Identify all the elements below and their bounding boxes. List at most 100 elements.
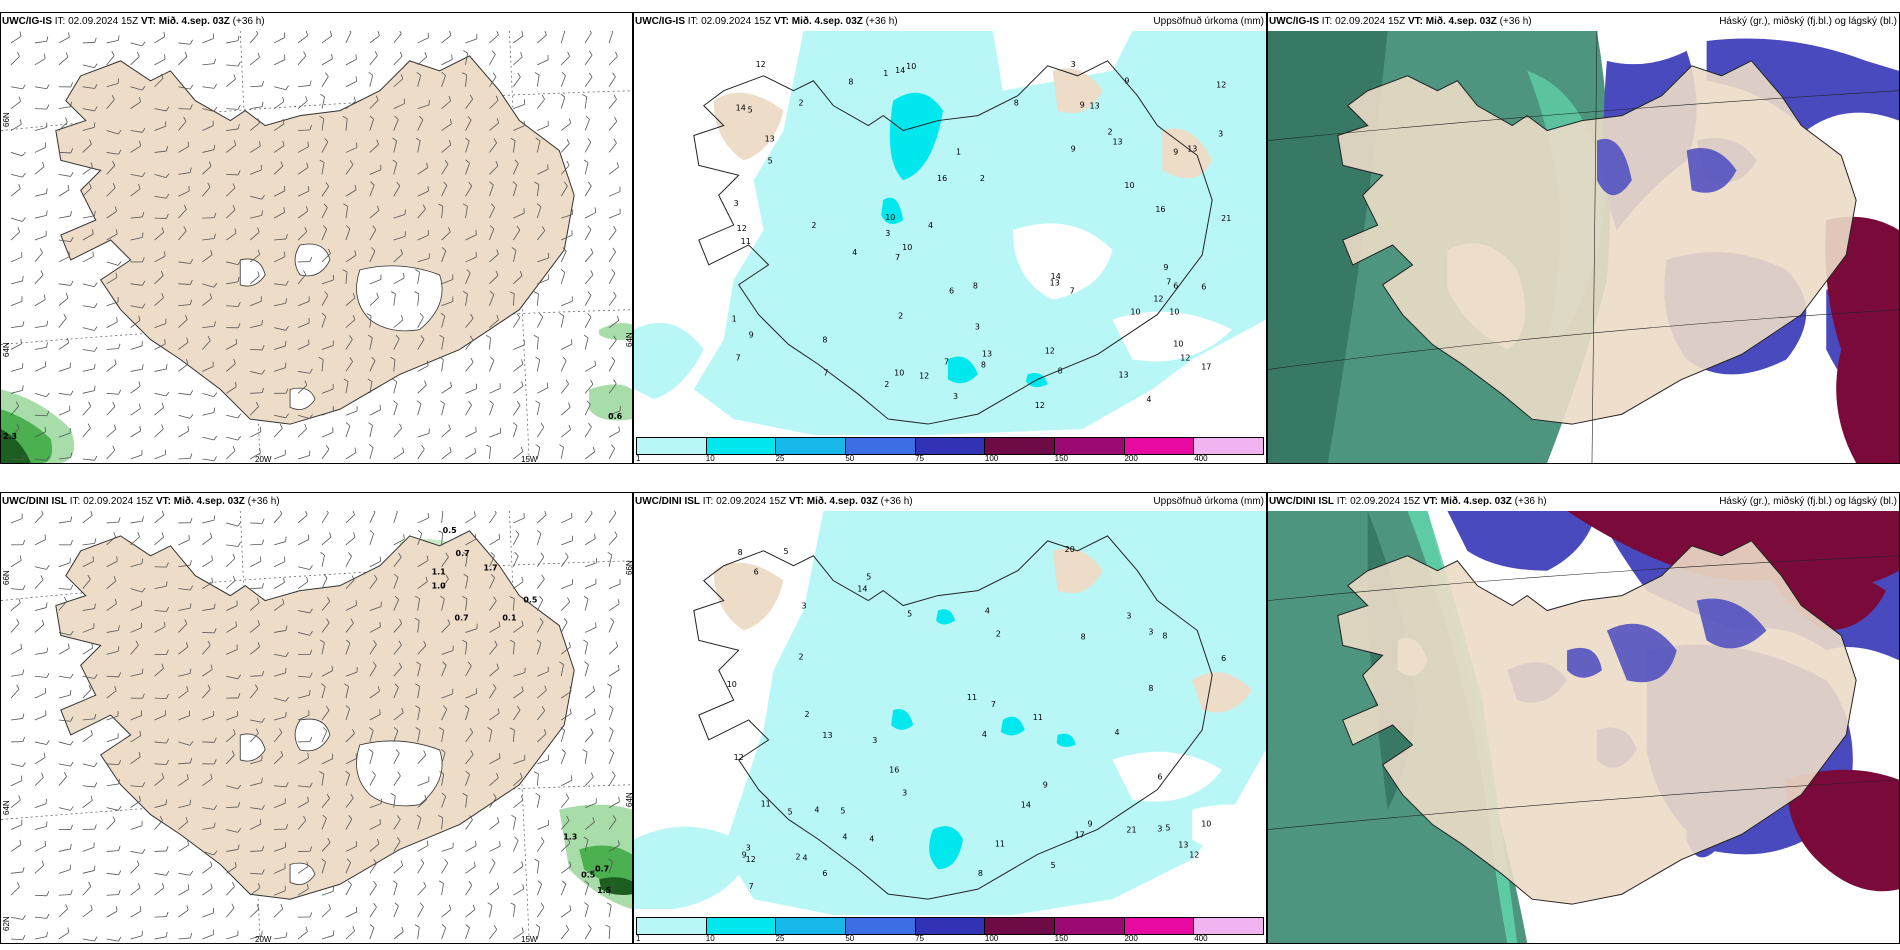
wind-barb [584, 802, 597, 808]
wind-barb [417, 533, 423, 545]
precip-value: 8 [981, 360, 986, 369]
legend-swatch [915, 918, 986, 934]
wind-barb-feather [372, 225, 377, 230]
wind-barb [465, 318, 474, 328]
wind-barb [202, 778, 213, 787]
wind-barb-feather [463, 573, 469, 578]
wind-barb [345, 228, 351, 241]
wind-barb [393, 819, 401, 830]
legend-tick-label: 150 [1054, 454, 1069, 463]
wind-barb [10, 844, 22, 852]
precip-value: 10 [894, 368, 904, 377]
wind-barb-feather [91, 642, 94, 648]
wind-map[interactable]: 0.5 0.7 1.1 1.0 1.7 0.5 0.1 0.7 1.3 0.7 … [1, 511, 632, 943]
wind-barb [441, 359, 444, 372]
wind-barb-feather [415, 727, 421, 731]
wind-barb [584, 383, 594, 394]
wind-barb [441, 752, 446, 764]
wind-barb [130, 864, 140, 874]
wind-barb [178, 261, 191, 264]
wind-barb [106, 429, 117, 438]
wind-barb [298, 675, 311, 678]
wind-value-label: 2.3 [3, 432, 17, 441]
wind-barb [154, 297, 164, 307]
wind-barb [417, 234, 429, 241]
wind-barb-feather [165, 870, 170, 876]
wind-barb-feather [560, 268, 566, 273]
wind-barb [321, 186, 329, 197]
wind-barb [560, 447, 564, 460]
wind-barb [561, 779, 573, 787]
wind-barb-feather [509, 639, 515, 643]
wind-barb [178, 588, 191, 591]
wind-barb-feather [94, 303, 98, 308]
precip-value: 13 [1090, 102, 1100, 111]
wind-barb [249, 254, 260, 263]
wind-barb-feather [592, 685, 595, 691]
wind-barb [273, 37, 285, 44]
wind-barb [441, 578, 449, 589]
panel-top-wind[interactable]: UWC/IG-IS IT: 02.09.2024 15Z VT: Mið. 4.… [0, 12, 633, 464]
wind-barb-feather [375, 95, 379, 101]
wind-barb-feather [22, 151, 26, 157]
wind-barb-feather [261, 869, 265, 875]
wind-barb [154, 368, 167, 372]
panel-bottom-cloud[interactable]: UWC/DINI ISL IT: 02.09.2024 15Z VT: Mið.… [1267, 492, 1900, 944]
panel-title: Háský (gr.), miðský (fj.bl.) og lágský (… [1719, 16, 1897, 27]
wind-barb-feather [138, 882, 141, 888]
cloud-map[interactable] [1268, 31, 1899, 463]
wind-barb-feather [70, 172, 74, 177]
wind-map[interactable]: 0.6 2.3 [1, 31, 632, 463]
wind-barb-feather [213, 282, 218, 288]
wind-barb [345, 930, 355, 940]
wind-barb-feather [350, 793, 354, 799]
wind-barb-feather [514, 836, 519, 841]
wind-barb [178, 172, 191, 175]
wind-barb-feather [213, 515, 216, 521]
precip-map[interactable]: 8 4 3 5 5 6 14 11 8 13 12 9 10 9 7 8 5 21 14 11 16 12 11 10 17 20… [634, 511, 1266, 915]
wind-barb [585, 869, 597, 874]
wind-barb [34, 431, 46, 438]
wind-barb [441, 883, 444, 896]
wind-barb-feather [541, 706, 546, 711]
wind-barb-feather [261, 345, 265, 351]
wind-barb [106, 536, 116, 546]
wind-barb [178, 86, 191, 90]
panel-bottom-precip[interactable]: UWC/DINI ISL IT: 02.09.2024 15Z VT: Mið.… [633, 492, 1267, 944]
wind-barb [537, 278, 549, 285]
wind-barb-feather [70, 824, 73, 830]
wind-barb-feather [161, 511, 165, 516]
wind-barb [512, 425, 518, 438]
panel-top-precip[interactable]: UWC/IG-IS IT: 02.09.2024 15Z VT: Mið. 4.… [633, 12, 1267, 464]
panel-top-cloud[interactable]: UWC/IG-IS IT: 02.09.2024 15Z VT: Mið. 4.… [1267, 12, 1900, 464]
wind-barb-feather [94, 37, 97, 43]
wind-barb-feather [569, 708, 572, 714]
precip-value: 6 [1173, 282, 1178, 291]
wind-barb-feather [399, 423, 403, 429]
wind-barb-feather [469, 94, 474, 100]
wind-barb [369, 143, 379, 153]
wind-barb [393, 319, 404, 328]
panel-title: Uppsöfnuð úrkoma (mm) [1153, 16, 1264, 27]
panel-bottom-wind[interactable]: UWC/DINI ISL IT: 02.09.2024 15Z VT: Mið.… [0, 492, 633, 944]
wind-barb-feather [305, 96, 308, 102]
cloud-map[interactable] [1268, 511, 1899, 943]
wind-barb-feather [394, 595, 399, 600]
wind-barb [561, 343, 573, 350]
wind-barb-feather [326, 705, 330, 711]
precip-map[interactable]: 7 2 7 7 11 9 10 17 10 10 16 14 14 13 12 13 10 12 10 6 8 9 7 8 9 1… [634, 31, 1266, 435]
wind-barb-feather [135, 640, 139, 646]
wind-barb-feather [439, 727, 444, 731]
wind-barb [441, 511, 444, 523]
wind-barb [178, 564, 191, 568]
precip-value: 10 [1169, 308, 1179, 317]
wind-barb-feather [439, 334, 445, 339]
wind-barb [489, 100, 499, 109]
wind-barb [82, 579, 91, 589]
wind-barb [297, 55, 307, 66]
wind-barb-feather [396, 181, 401, 187]
wind-barb [465, 98, 474, 109]
wind-barb [178, 889, 190, 896]
wind-barb-feather [400, 315, 404, 321]
precip-value: 9 [1163, 263, 1168, 272]
